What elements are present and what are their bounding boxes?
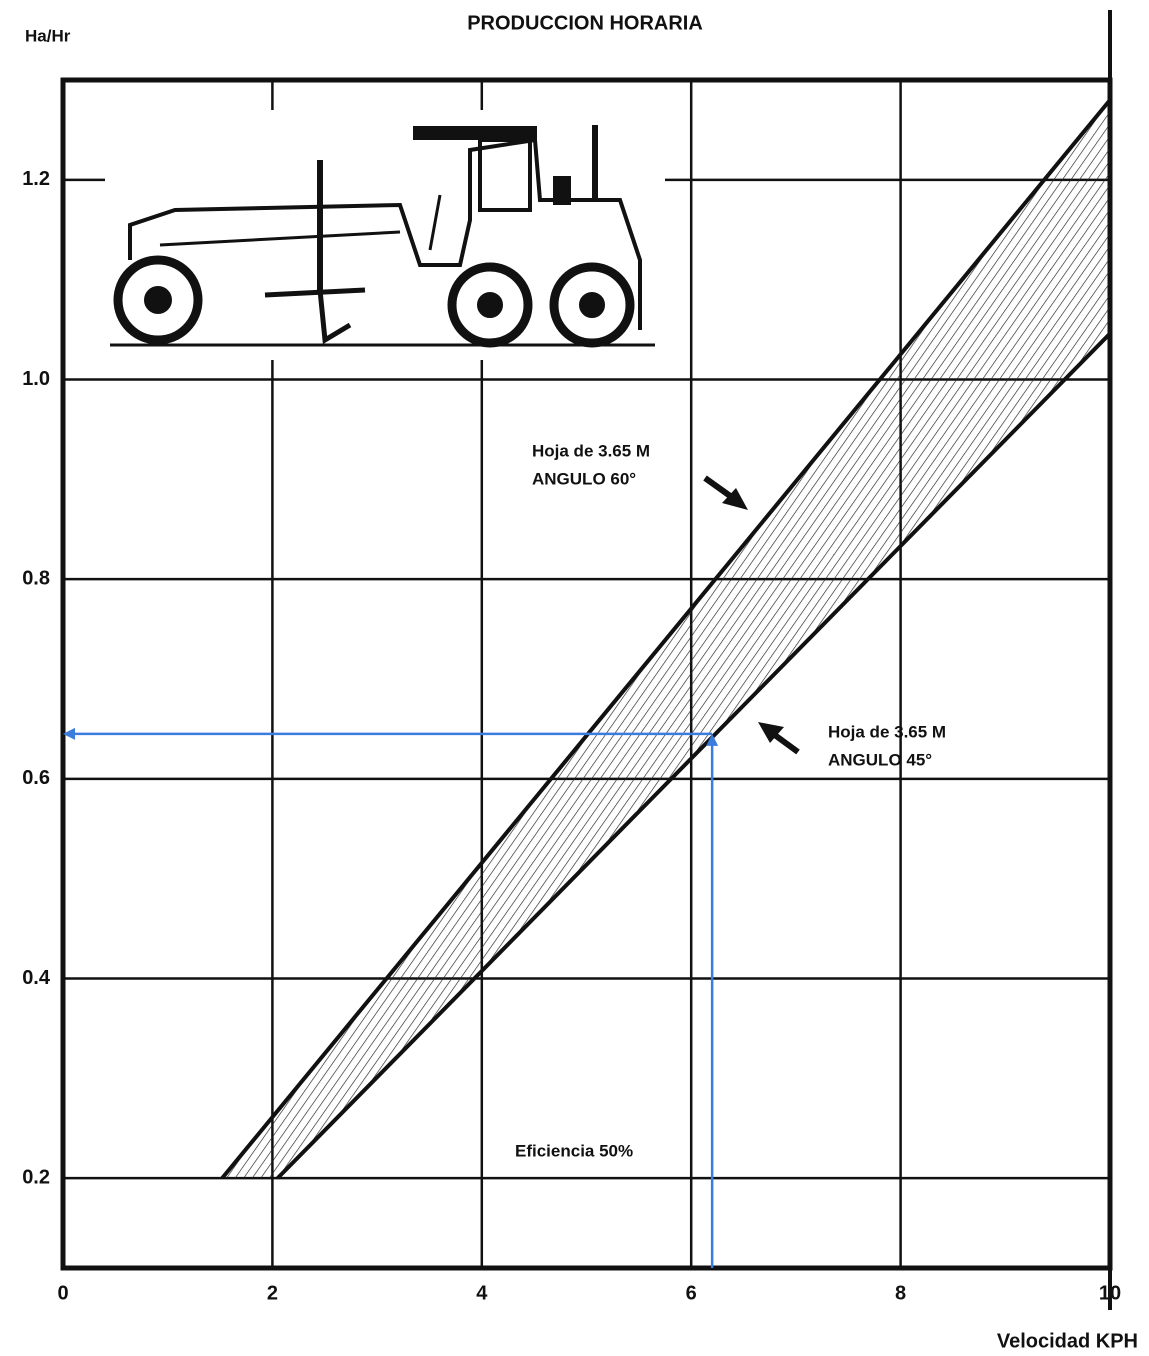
y-tick-label: 0.8 xyxy=(22,567,50,589)
y-tick-label: 1.2 xyxy=(22,168,50,190)
annotation: Hoja de 3.65 M xyxy=(828,722,946,741)
series-line xyxy=(276,332,1112,1180)
x-tick-label: 0 xyxy=(57,1282,68,1304)
annotation: Hoja de 3.65 M xyxy=(532,441,650,460)
annotation: ANGULO 60° xyxy=(532,469,636,488)
series-line xyxy=(220,98,1112,1180)
x-tick-label: 2 xyxy=(267,1282,278,1304)
x-tick-label: 6 xyxy=(686,1282,697,1304)
grader-illustration xyxy=(105,110,665,360)
y-tick-label: 0.6 xyxy=(22,767,50,789)
annotation: ANGULO 45° xyxy=(828,750,932,769)
reference-arrowhead xyxy=(63,727,75,740)
x-tick-label: 10 xyxy=(1099,1282,1121,1304)
annotation: Eficiencia 50% xyxy=(515,1141,633,1160)
x-tick-label: 8 xyxy=(895,1282,906,1304)
y-tick-label: 1.0 xyxy=(22,368,50,390)
y-tick-label: 0.4 xyxy=(22,967,51,989)
x-axis-label: Velocidad KPH xyxy=(997,1330,1138,1352)
y-axis-label: Ha/Hr xyxy=(25,26,71,45)
arrows xyxy=(703,475,800,755)
reference-arrowhead xyxy=(706,733,719,746)
x-tick-label: 4 xyxy=(476,1282,488,1304)
y-tick-label: 0.2 xyxy=(22,1166,50,1188)
chart-title: PRODUCCION HORARIA xyxy=(467,12,703,34)
